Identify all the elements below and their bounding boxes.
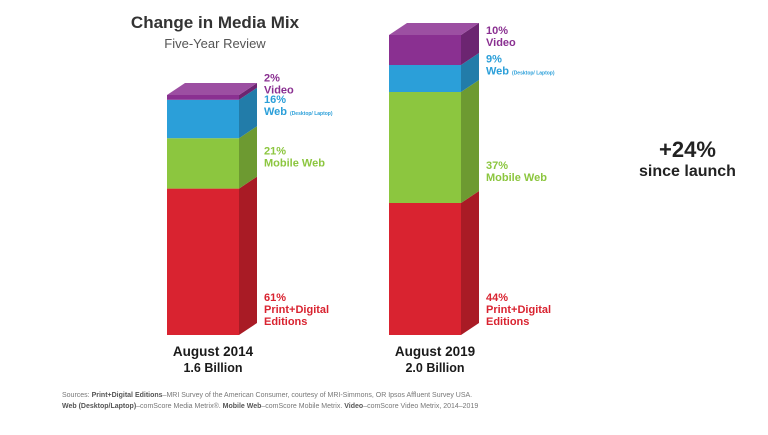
data-label-august-2014-print-digital-editions: 61%	[264, 292, 286, 304]
chart-subtitle: Five-Year Review	[164, 36, 266, 51]
bar-segment-august-2014-web-desktop-laptop	[167, 99, 239, 139]
bar-side-august-2014-print-digital-editions	[239, 176, 257, 335]
series-label-august-2014-mobile-web: Mobile Web	[264, 158, 325, 170]
bar-side-august-2019-mobile-web	[461, 80, 479, 203]
growth-caption: since launch	[639, 163, 736, 180]
bar-segment-august-2019-web-desktop-laptop	[389, 65, 461, 92]
series-label-august-2014-video: Video	[264, 84, 294, 96]
growth-percent: +24%	[659, 137, 716, 162]
bar-segment-august-2014-print-digital-editions	[167, 188, 239, 335]
data-label-august-2014-mobile-web: 21%	[264, 146, 286, 158]
sources-line-1: Sources: Print+Digital Editions–MRI Surv…	[62, 392, 473, 399]
series-label-august-2019-mobile-web: Mobile Web	[486, 172, 547, 184]
data-label-august-2014-web-desktop-laptop: 16%	[264, 94, 286, 106]
data-label-august-2019-mobile-web: 37%	[486, 160, 508, 172]
series-label-line2-august-2014-print-digital-editions: Editions	[264, 316, 307, 328]
bar-top-august-2014	[167, 83, 257, 95]
data-label-august-2019-video: 10%	[486, 25, 508, 37]
data-label-august-2019-print-digital-editions: 44%	[486, 292, 508, 304]
bar-top-august-2019	[389, 23, 479, 35]
bar-side-august-2014-mobile-web	[239, 126, 257, 189]
series-label-august-2019-web-desktop-laptop: Web (Desktop/ Laptop)	[486, 66, 555, 78]
bar-segment-august-2019-video	[389, 35, 461, 65]
series-label-august-2014-web-desktop-laptop: Web (Desktop/ Laptop)	[264, 106, 333, 118]
bar-segment-august-2019-mobile-web	[389, 92, 461, 203]
series-label-august-2019-print-digital-editions: Print+Digital	[486, 304, 551, 316]
x-total-label-august-2019: 2.0 Billion	[405, 361, 464, 375]
sources-footnote: Sources: Print+Digital Editions–MRI Surv…	[62, 390, 702, 412]
growth-callout: +24% since launch	[600, 137, 768, 182]
series-label-august-2019-video: Video	[486, 37, 516, 49]
series-label-august-2014-print-digital-editions: Print+Digital	[264, 304, 329, 316]
bar-segment-august-2014-video	[167, 95, 239, 100]
chart-title: Change in Media Mix	[130, 13, 300, 32]
bar-side-august-2014-video	[239, 83, 257, 100]
x-total-label-august-2014: 1.6 Billion	[183, 361, 242, 375]
series-label-line2-august-2019-print-digital-editions: Editions	[486, 316, 529, 328]
bar-side-august-2019-web-desktop-laptop	[461, 53, 479, 92]
bar-side-august-2014-web-desktop-laptop	[239, 87, 257, 139]
bar-segment-august-2019-print-digital-editions	[389, 203, 461, 335]
bar-side-august-2019-print-digital-editions	[461, 191, 479, 335]
bar-segment-august-2014-mobile-web	[167, 138, 239, 189]
sources-line-2: Web (Desktop/Laptop)–comScore Media Metr…	[62, 403, 479, 410]
data-label-august-2019-web-desktop-laptop: 9%	[486, 54, 502, 66]
x-tick-label-august-2014: August 2014	[173, 344, 254, 359]
data-label-august-2014-video: 2%	[264, 72, 280, 84]
x-tick-label-august-2019: August 2019	[395, 344, 475, 359]
bar-side-august-2019-video	[461, 23, 479, 65]
